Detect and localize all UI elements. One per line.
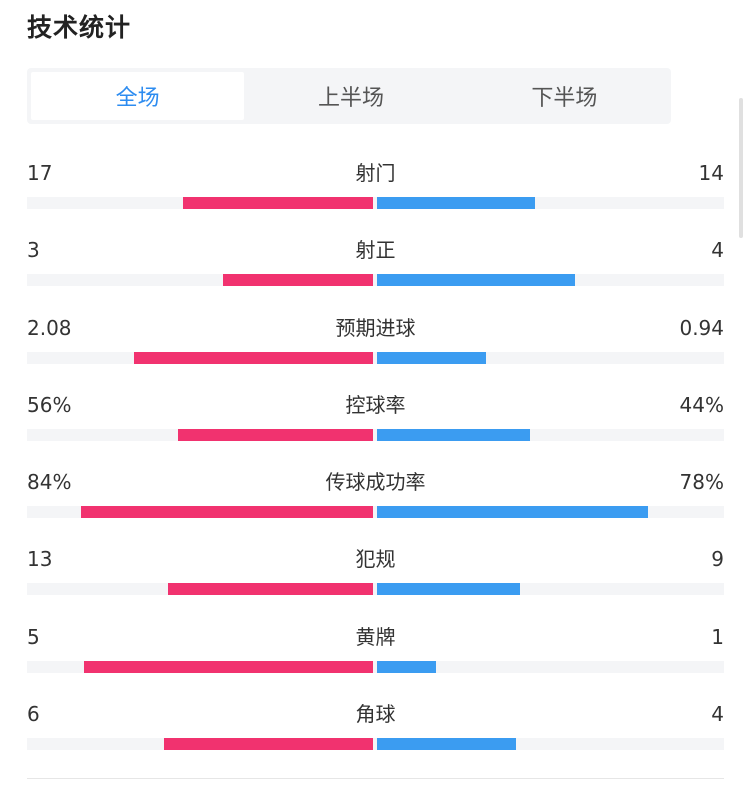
home-value: 2.08 (27, 315, 72, 340)
away-bar (377, 428, 530, 441)
away-value: 4 (711, 238, 724, 263)
home-value: 13 (27, 547, 53, 572)
period-tabs: 全场 上半场 下半场 (27, 68, 671, 124)
home-value: 56% (27, 392, 72, 417)
scrollbar[interactable] (739, 98, 743, 238)
home-bar (164, 738, 373, 751)
stat-row-possession: 56% 控球率 44% (27, 384, 724, 461)
away-bar (377, 351, 486, 364)
away-value: 1 (711, 624, 724, 649)
away-bar (377, 583, 520, 596)
stat-bar-track (27, 274, 724, 287)
tab-first-half[interactable]: 上半场 (317, 86, 384, 111)
home-bar (223, 274, 373, 287)
stat-label: 预期进球 (335, 315, 416, 340)
away-value: 78% (679, 470, 724, 495)
away-value: 44% (679, 392, 724, 417)
stat-label: 传球成功率 (325, 470, 426, 495)
stat-bar-track (27, 351, 724, 364)
stat-label: 角球 (355, 702, 396, 727)
stat-row-shots-on-target: 3 射正 4 (27, 229, 724, 306)
away-value: 4 (711, 702, 724, 727)
tab-full-match[interactable]: 全场 (31, 72, 245, 120)
away-value: 9 (711, 547, 724, 572)
stat-bar-track (27, 660, 724, 673)
away-value: 14 (698, 161, 724, 185)
home-value: 17 (27, 161, 53, 185)
stat-bar-track (27, 738, 724, 751)
page-title: 技术统计 (27, 13, 132, 42)
stat-row-fouls: 13 犯规 9 (27, 538, 724, 615)
away-value: 0.94 (679, 315, 724, 340)
bottom-divider (27, 778, 724, 779)
stat-bar-track (27, 197, 724, 209)
home-bar (168, 583, 373, 596)
stat-label: 射正 (355, 238, 396, 263)
home-bar (178, 428, 373, 441)
away-bar (377, 197, 535, 209)
away-bar (377, 506, 648, 519)
stat-row-yellow-cards: 5 黄牌 1 (27, 616, 724, 693)
stat-row-shots: 17 射门 14 (27, 152, 724, 229)
home-bar (183, 197, 373, 209)
stat-row-expected-goals: 2.08 预期进球 0.94 (27, 307, 724, 384)
stat-label: 黄牌 (355, 624, 396, 649)
stat-bar-track (27, 506, 724, 519)
away-bar (377, 660, 436, 673)
home-bar (81, 506, 373, 519)
home-value: 6 (27, 702, 40, 727)
away-bar (377, 738, 516, 751)
stat-row-pass-accuracy: 84% 传球成功率 78% (27, 461, 724, 538)
stat-row-corners: 6 角球 4 (27, 693, 724, 770)
home-value: 84% (27, 470, 72, 495)
stat-label: 犯规 (355, 547, 396, 572)
home-bar (84, 660, 373, 673)
home-value: 5 (27, 624, 40, 649)
stat-label: 控球率 (345, 392, 406, 417)
stat-label: 射门 (355, 161, 396, 185)
stats-list: 17 射门 14 3 射正 4 2.08 预期进球 0.94 56% 控球率 4… (27, 152, 724, 770)
tab-second-half[interactable]: 下半场 (531, 86, 598, 111)
stat-bar-track (27, 428, 724, 441)
home-bar (134, 351, 373, 364)
home-value: 3 (27, 238, 40, 263)
away-bar (377, 274, 575, 287)
stat-bar-track (27, 583, 724, 596)
